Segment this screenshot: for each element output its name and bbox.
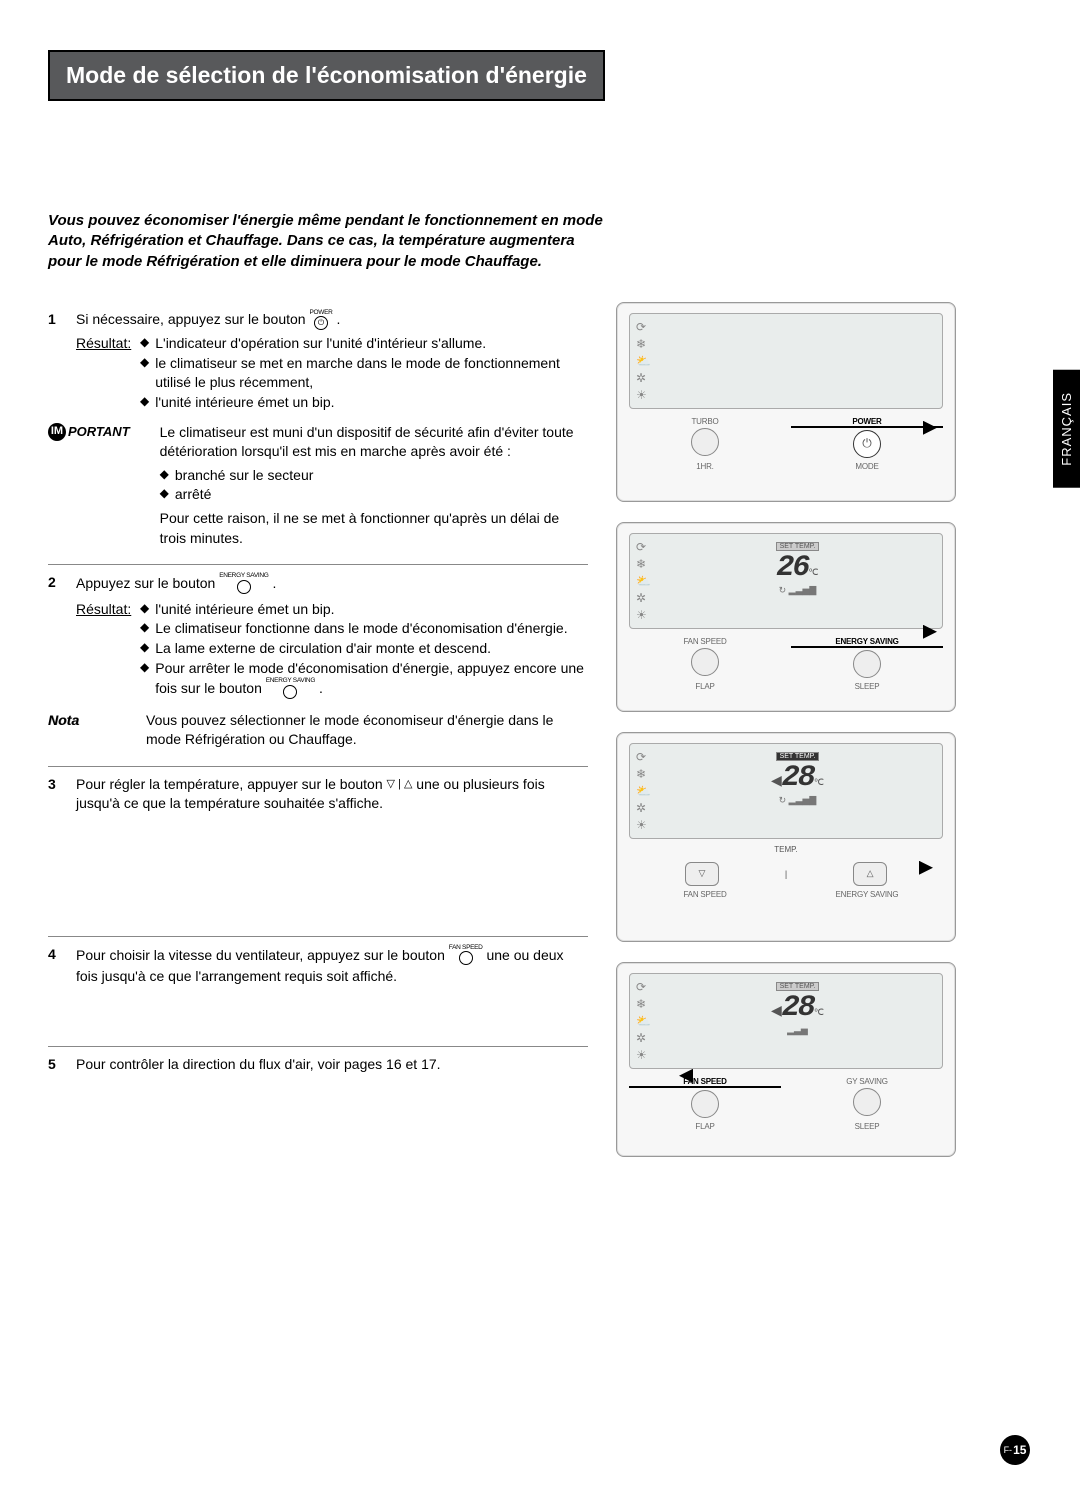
page-number: F-15 bbox=[1000, 1435, 1030, 1465]
step-4-number: 4 bbox=[48, 945, 64, 965]
imp-bullet-1: arrêté bbox=[175, 485, 212, 505]
s2-result-tail-b: . bbox=[319, 680, 323, 696]
remote-illustration-2: ⟳❄⛅✲☀ SET TEMP. 26℃ ↻ ▂▃▅▇ FAN SPEED ENE… bbox=[616, 522, 956, 712]
step-1-number: 1 bbox=[48, 310, 64, 330]
remote-illustration-1: ⟳❄⛅✲☀ TURBO POWER⏻ 1HR. MODE bbox=[616, 302, 956, 502]
nota-label: Nota bbox=[48, 711, 136, 731]
temp-arrows-icon: ▽ | △ bbox=[387, 777, 413, 792]
step-3-text-a: Pour régler la température, appuyer sur … bbox=[76, 776, 387, 792]
remote-illustration-3: ⟳❄⛅✲☀ SET TEMP. ◀28℃ ↻ ▂▃▅▇ TEMP. ▽ | △ … bbox=[616, 732, 956, 942]
resultat-label: Résultat: bbox=[76, 334, 132, 354]
s2-result-1: Le climatiseur fonctionne dans le mode d… bbox=[155, 619, 567, 639]
s1-result-2: l'unité intérieure émet un bip. bbox=[155, 393, 334, 413]
intro-paragraph: Vous pouvez économiser l'énergie même pe… bbox=[48, 211, 608, 272]
step-3-number: 3 bbox=[48, 775, 64, 795]
nota-text: Vous pouvez sélectionner le mode économi… bbox=[146, 711, 588, 750]
step-4: 4 Pour choisir la vitesse du ventilateur… bbox=[48, 936, 588, 1046]
step-1: 1 Si nécessaire, appuyez sur le bouton P… bbox=[48, 302, 588, 564]
language-tab: FRANÇAIS bbox=[1053, 370, 1080, 488]
s1-result-1: le climatiseur se met en marche dans le … bbox=[155, 354, 588, 393]
step-3: 3 Pour régler la température, appuyer su… bbox=[48, 766, 588, 936]
important-badge: IMPORTANT bbox=[48, 423, 130, 441]
s2-result-0: l'unité intérieure émet un bip. bbox=[155, 600, 334, 620]
title-text: Mode de sélection de l'économisation d'é… bbox=[66, 62, 587, 89]
important-tail: Pour cette raison, il ne se met à foncti… bbox=[160, 509, 588, 548]
instructions-column: 1 Si nécessaire, appuyez sur le bouton P… bbox=[48, 302, 588, 1157]
energy-saving-button-icon: ENERGY SAVING bbox=[219, 573, 268, 596]
remote-illustration-4: ⟳❄⛅✲☀ SET TEMP. ◀28℃ ▂▃▅ FAN SPEED GY SA… bbox=[616, 962, 956, 1157]
step-2-text-a: Appuyez sur le bouton bbox=[76, 575, 219, 591]
s2-result-tail-a: Pour arrêter le mode d'économisation d'é… bbox=[155, 660, 584, 697]
illustrations-column: ⟳❄⛅✲☀ TURBO POWER⏻ 1HR. MODE ⟳❄⛅✲☀ bbox=[616, 302, 956, 1157]
step-5-text: Pour contrôler la direction du flux d'ai… bbox=[76, 1055, 588, 1075]
step-5: 5 Pour contrôler la direction du flux d'… bbox=[48, 1046, 588, 1091]
step-2-text-b: . bbox=[272, 575, 276, 591]
resultat-label-2: Résultat: bbox=[76, 600, 132, 620]
fan-speed-button-icon: FAN SPEED bbox=[449, 945, 483, 968]
step-2: 2 Appuyez sur le bouton ENERGY SAVING . … bbox=[48, 564, 588, 766]
power-button-icon: POWER ⏻ bbox=[309, 310, 332, 331]
step-4-text-a: Pour choisir la vitesse du ventilateur, … bbox=[76, 947, 449, 963]
energy-saving-button-icon-2: ENERGY SAVING bbox=[266, 678, 315, 701]
imp-bullet-0: branché sur le secteur bbox=[175, 466, 314, 486]
step-1-text-b: . bbox=[336, 311, 340, 327]
step-2-number: 2 bbox=[48, 573, 64, 593]
s1-result-0: L'indicateur d'opération sur l'unité d'i… bbox=[155, 334, 486, 354]
important-text: Le climatiseur est muni d'un dispositif … bbox=[160, 424, 574, 460]
page-title: Mode de sélection de l'économisation d'é… bbox=[48, 50, 605, 101]
step-5-number: 5 bbox=[48, 1055, 64, 1075]
step-1-text-a: Si nécessaire, appuyez sur le bouton bbox=[76, 311, 309, 327]
s2-result-2: La lame externe de circulation d'air mon… bbox=[155, 639, 491, 659]
